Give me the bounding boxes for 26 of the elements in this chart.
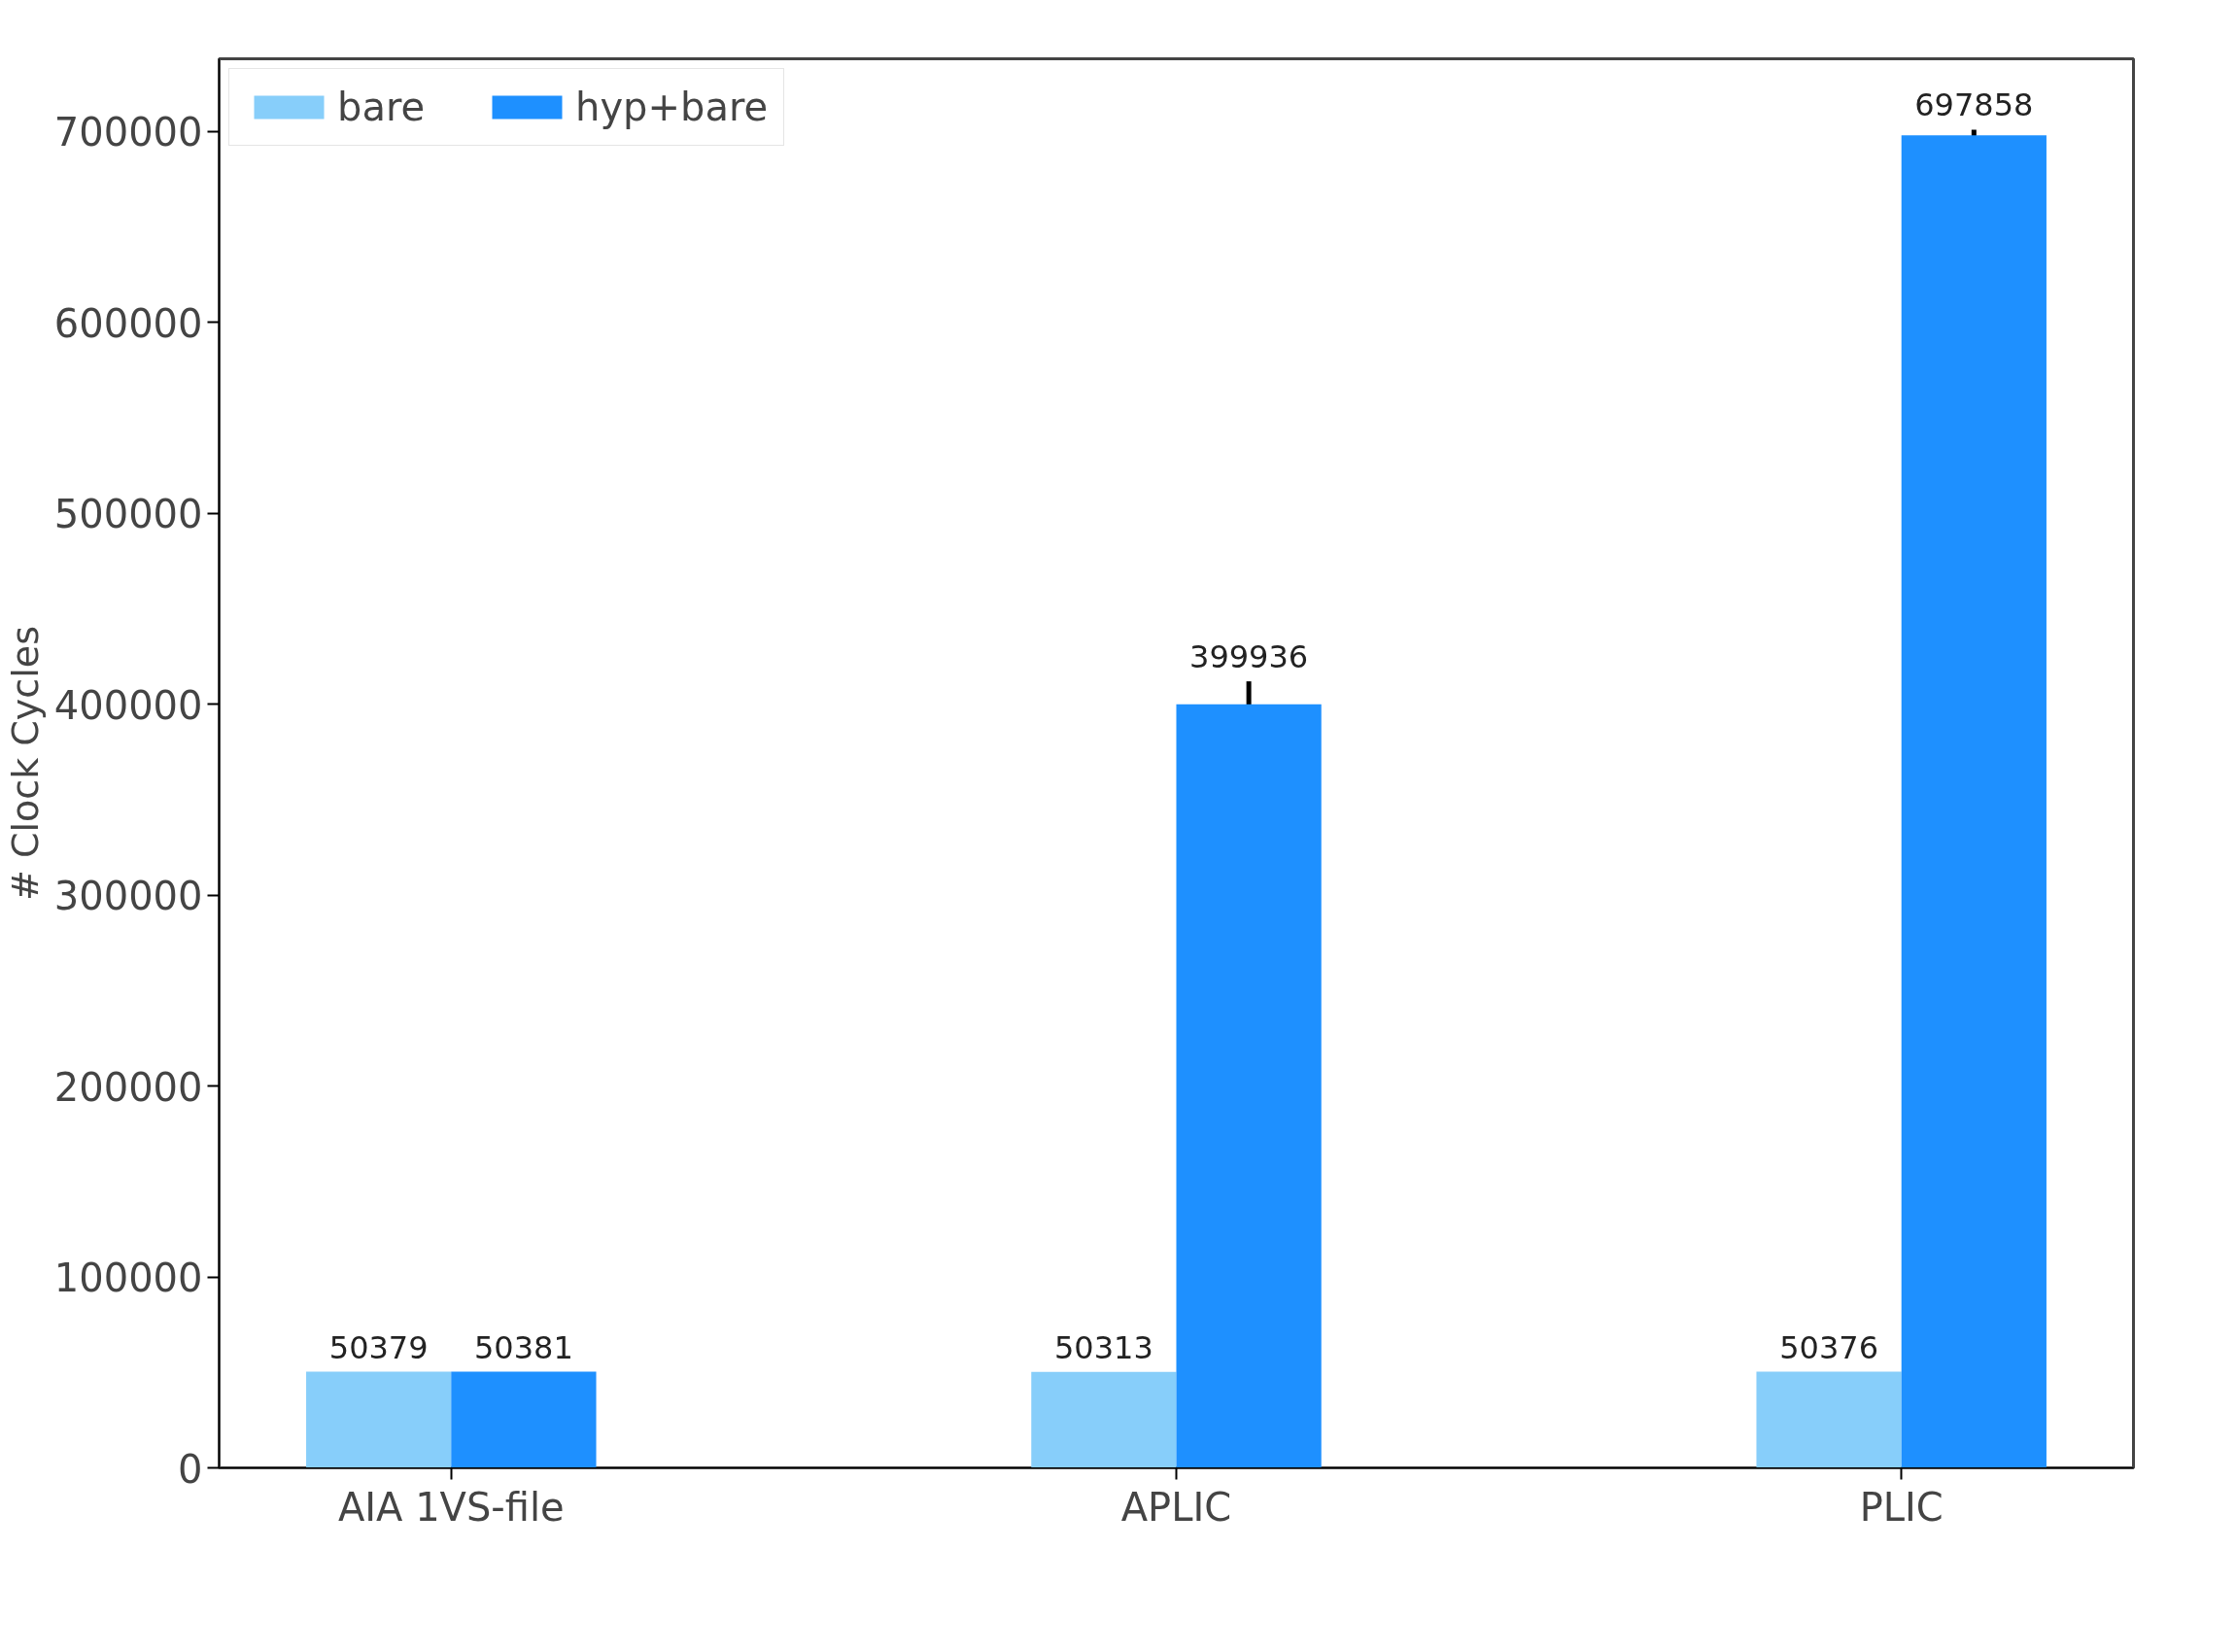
y-tick-label: 500000 (53, 492, 203, 537)
y-tick-label: 600000 (53, 300, 203, 346)
bar (1031, 1371, 1177, 1468)
x-tick-label: AIA 1VS-file (337, 1484, 565, 1530)
bar (1176, 704, 1322, 1468)
y-tick-label: 300000 (53, 874, 203, 919)
y-tick-label: 100000 (53, 1256, 203, 1301)
legend-label: bare (337, 85, 426, 129)
data-label: 50376 (1779, 1328, 1878, 1366)
x-tick-label: APLIC (1120, 1484, 1232, 1530)
x-tick-label: PLIC (1859, 1484, 1944, 1530)
data-label: 399936 (1189, 638, 1309, 676)
y-tick-label: 200000 (53, 1064, 203, 1110)
y-axis-title: # Clock Cycles (3, 626, 47, 901)
bar (1756, 1371, 1902, 1468)
bar (306, 1371, 452, 1468)
bar (451, 1371, 597, 1468)
legend-label: hyp+bare (575, 85, 769, 129)
y-tick-label: 400000 (53, 682, 203, 728)
y-tick-label: 0 (178, 1446, 203, 1492)
bar (1901, 135, 2047, 1468)
y-tick-label: 700000 (53, 110, 203, 155)
data-label: 50379 (328, 1328, 429, 1366)
data-label: 697858 (1914, 86, 2034, 124)
data-label: 50313 (1053, 1328, 1153, 1366)
data-label: 50381 (474, 1328, 573, 1366)
